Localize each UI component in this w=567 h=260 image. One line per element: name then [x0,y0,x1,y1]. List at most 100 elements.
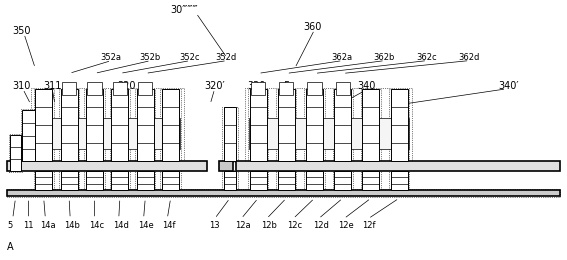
Bar [162,171,179,190]
Bar [7,189,560,197]
Bar [86,89,103,161]
Text: 320′: 320′ [205,81,225,91]
Text: 11: 11 [23,221,33,230]
Bar [304,89,325,162]
Bar [162,89,179,161]
Bar [59,170,79,191]
Text: 14a: 14a [40,221,56,230]
Bar [249,171,266,190]
Bar [87,82,101,94]
Text: 350: 350 [12,26,31,36]
Text: 352d: 352d [216,54,237,62]
Bar [20,109,36,162]
Text: 340′: 340′ [498,81,519,91]
Bar [31,88,184,163]
Text: 362c: 362c [416,54,437,62]
Bar [361,89,381,162]
Bar [135,170,155,191]
Bar [219,161,232,171]
Bar [335,89,351,161]
Bar [137,171,154,190]
Bar [362,171,379,190]
Bar [110,89,130,162]
Bar [222,170,238,191]
Bar [224,107,236,161]
Text: 14c: 14c [89,221,104,230]
Bar [34,118,180,148]
Text: 12f: 12f [362,221,376,230]
Text: 5: 5 [284,81,290,91]
Bar [333,170,353,191]
Bar [7,190,560,196]
Text: 5: 5 [7,221,12,230]
Bar [135,89,155,162]
Text: 352c: 352c [179,54,200,62]
Text: 12c: 12c [287,221,303,230]
Bar [278,171,295,190]
Bar [276,89,297,162]
Bar [7,161,208,171]
Bar [361,170,381,191]
Bar [111,89,128,161]
Text: 330: 330 [247,81,265,91]
Bar [245,88,412,163]
Text: 12d: 12d [313,221,329,230]
Text: 362a: 362a [332,54,353,62]
Bar [222,107,238,162]
Bar [333,89,353,162]
Text: 14b: 14b [65,221,81,230]
Bar [62,82,76,94]
Text: 12a: 12a [235,221,251,230]
Text: 320: 320 [117,81,136,91]
Bar [35,171,52,190]
Text: 30‴‴‴: 30‴‴‴ [171,5,198,15]
Bar [224,171,236,190]
Bar [304,170,325,191]
Bar [138,82,153,94]
Bar [389,170,409,191]
Bar [276,170,297,191]
Text: 311: 311 [44,81,62,91]
Bar [160,170,181,191]
Text: 14f: 14f [162,221,175,230]
Bar [389,89,409,162]
Bar [9,134,22,172]
Bar [113,82,127,94]
Bar [61,89,78,161]
Bar [249,89,266,161]
Text: 352b: 352b [139,54,161,62]
Bar [84,170,105,191]
Bar [33,89,54,162]
Bar [248,89,268,162]
Text: 12e: 12e [338,221,354,230]
Bar [111,171,128,190]
Bar [59,89,79,162]
Bar [84,89,105,162]
Bar [362,89,379,161]
Text: 360: 360 [303,22,321,32]
Bar [86,171,103,190]
Bar [235,161,560,171]
Bar [306,171,323,190]
Text: 362b: 362b [374,54,395,62]
Bar [278,89,295,161]
Bar [248,170,268,191]
Bar [10,135,20,171]
Text: 352a: 352a [100,54,121,62]
Text: 310: 310 [12,81,31,91]
Bar [35,89,52,161]
Text: 362d: 362d [458,54,480,62]
Bar [110,170,130,191]
Bar [33,170,54,191]
Bar [137,89,154,161]
Bar [391,89,408,161]
Bar [251,82,265,94]
Bar [335,171,351,190]
Bar [336,82,350,94]
Bar [22,110,35,161]
Bar [61,171,78,190]
Bar [160,89,181,162]
Bar [280,82,293,94]
Text: 340: 340 [357,81,375,91]
Text: 14e: 14e [138,221,154,230]
